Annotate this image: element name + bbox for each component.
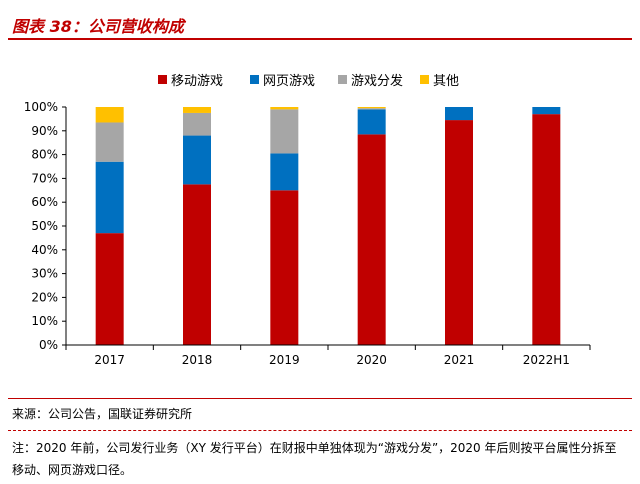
y-tick-label: 60% (31, 195, 58, 209)
x-tick-label: 2017 (94, 353, 125, 367)
legend-item-mobile: 移动游戏 (158, 70, 223, 89)
footer-rule-top (8, 398, 632, 399)
legend-item-web: 网页游戏 (250, 70, 315, 89)
y-tick-label: 20% (31, 290, 58, 304)
bar-segment-2017-3 (95, 107, 124, 123)
bar-segment-2018-2 (183, 112, 211, 136)
bar-segment-2020-2 (357, 108, 386, 110)
x-tick-label: 2019 (269, 353, 300, 367)
legend-swatch-distribution (338, 75, 347, 84)
axes-group: 2017 2018 2019 2020 2021 2022H1 0% 10% 20% 30% 40%… (24, 100, 591, 367)
bar-segment-2020-1 (357, 109, 386, 135)
bars-group (95, 107, 561, 345)
legend-swatch-web (250, 75, 259, 84)
y-tick-label: 40% (31, 243, 58, 257)
bar-segment-2018-1 (183, 135, 211, 185)
bar-segment-2017-0 (95, 233, 124, 345)
y-tick-label: 70% (31, 171, 58, 185)
figure-title: 图表 38：公司营收构成 (12, 17, 184, 36)
y-tick-label: 100% (24, 100, 58, 114)
y-tick-label: 0% (39, 338, 58, 352)
legend-label-mobile: 移动游戏 (171, 74, 224, 89)
bar-segment-2021-0 (445, 120, 473, 345)
bar-segment-2019-1 (270, 153, 299, 191)
y-tick-label: 10% (31, 314, 58, 328)
figure-header: 图表 38：公司营收构成 (8, 6, 632, 40)
x-tick-label: 2020 (356, 353, 387, 367)
legend-item-distribution: 游戏分发 (338, 70, 403, 89)
y-tick-label: 50% (31, 219, 58, 233)
bar-segment-2019-2 (270, 109, 299, 154)
legend-item-other: 其他 (420, 70, 459, 89)
bar-segment-2017-2 (95, 122, 124, 162)
legend-label-other: 其他 (433, 74, 460, 89)
legend-label-distribution: 游戏分发 (351, 74, 404, 89)
footer-rule-dashed (8, 430, 632, 431)
bar-segment-2020-0 (357, 134, 386, 345)
bar-segment-2018-0 (183, 184, 211, 345)
legend-label-web: 网页游戏 (263, 74, 316, 89)
bar-segment-2020-3 (357, 107, 386, 109)
bar-segment-2022H1-0 (532, 114, 561, 345)
x-tick-label: 2021 (444, 353, 475, 367)
y-tick-label: 80% (31, 148, 58, 162)
legend-swatch-mobile (158, 75, 167, 84)
x-tick-label: 2018 (182, 353, 213, 367)
bar-segment-2018-3 (183, 107, 211, 113)
x-tick-label: 2022H1 (523, 353, 570, 367)
y-tick-label: 30% (31, 267, 58, 281)
bar-segment-2019-0 (270, 190, 299, 345)
source-note: 来源：公司公告，国联证券研究所 (12, 407, 193, 421)
legend-swatch-other (420, 75, 429, 84)
bar-segment-2021-1 (445, 107, 473, 121)
bar-segment-2017-1 (95, 161, 124, 234)
bar-segment-2022H1-1 (532, 107, 561, 115)
y-tick-label: 90% (31, 124, 58, 138)
footnote: 注：2020 年前，公司发行业务（XY 发行平台）在财报中单独体现为“游戏分发”… (12, 441, 617, 477)
bar-segment-2019-3 (270, 107, 299, 110)
